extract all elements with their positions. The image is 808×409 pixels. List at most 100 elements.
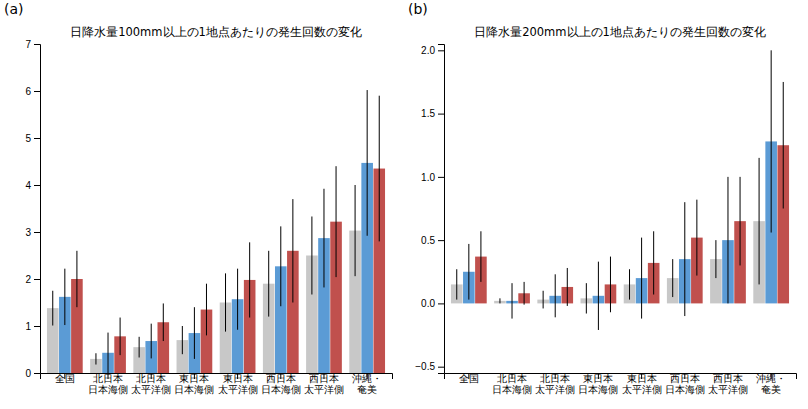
x-tick-label-line: 太平洋側 <box>131 384 171 395</box>
y-tick-label: 7 <box>25 39 31 50</box>
x-tick: 東日本太平洋側 <box>218 373 258 395</box>
error-bar <box>499 298 500 303</box>
error-bar <box>598 262 599 330</box>
error-bar <box>629 269 630 299</box>
x-tick-label: 北日本太平洋側 <box>131 373 171 395</box>
x-tick-label-line: 西日本 <box>670 373 700 384</box>
error-bar <box>206 284 207 336</box>
error-bar <box>280 226 281 306</box>
x-tick-label-line: 全国 <box>459 373 479 384</box>
x-tick: 沖縄・奄美 <box>756 373 786 395</box>
y-tick: 2.0 <box>421 45 444 56</box>
x-tick-label-line: 西日本 <box>309 373 339 384</box>
error-bar <box>684 202 685 316</box>
y-tick: 0.5 <box>421 235 444 246</box>
error-bar <box>182 326 183 354</box>
x-tick: 全国 <box>459 373 479 384</box>
y-tick-mark <box>438 367 444 368</box>
x-tick-label-line: 奄美 <box>761 384 781 395</box>
y-tick-label: 2 <box>25 274 31 285</box>
x-axis: 全国北日本日本海側北日本太平洋側東日本日本海側東日本太平洋側西日本日本海側西日本… <box>445 373 797 395</box>
x-tick-label-line: 東日本 <box>583 373 613 384</box>
y-tick-label: 1.0 <box>421 172 435 183</box>
x-tick: 西日本太平洋側 <box>708 373 748 395</box>
y-tick-label: −0.5 <box>415 361 435 372</box>
x-tick-label-line: 西日本 <box>266 373 296 384</box>
title: 日降水量200mm以上の1地点あたりの発生回数の変化 <box>474 25 766 39</box>
y-tick-mark <box>438 177 444 178</box>
x-tick-label-line: 太平洋側 <box>622 384 662 395</box>
error-bar <box>379 96 380 242</box>
error-bar <box>64 269 65 325</box>
y-tick-label: 3 <box>25 227 31 238</box>
x-tick-label-line: 日本海側 <box>492 384 532 395</box>
y-tick-mark <box>438 240 444 241</box>
error-bar <box>715 240 716 278</box>
error-bar <box>76 251 77 307</box>
y-axis-line <box>438 45 445 374</box>
x-tick-label: 北日本日本海側 <box>492 373 532 395</box>
error-bar <box>355 185 356 276</box>
error-bar <box>641 238 642 319</box>
x-tick-label: 全国 <box>55 373 75 384</box>
plot-area <box>47 90 385 373</box>
error-bar <box>524 282 525 305</box>
error-bar <box>555 274 556 317</box>
error-bar <box>696 200 697 276</box>
bar-series <box>475 82 789 312</box>
x-tick: 西日本日本海側 <box>665 373 705 395</box>
error-bar <box>586 283 587 313</box>
error-bar <box>727 177 728 304</box>
error-bar <box>672 259 673 297</box>
y-tick: 7 <box>25 39 40 50</box>
y-tick: 6 <box>25 86 40 97</box>
error-bar <box>163 303 164 341</box>
y-tick-label: 0.0 <box>421 298 435 309</box>
x-axis: 全国北日本日本海側北日本太平洋側東日本日本海側東日本太平洋側西日本日本海側西日本… <box>41 373 393 395</box>
y-tick-label: 2.0 <box>421 45 435 56</box>
y-tick: 5 <box>25 133 40 144</box>
x-tick-label: 沖縄・奄美 <box>352 373 382 395</box>
error-bar <box>468 244 469 300</box>
y-axis: −0.50.00.51.01.52.0 <box>415 45 444 374</box>
error-bar <box>292 199 293 302</box>
x-tick-label-line: 日本海側 <box>174 384 214 395</box>
error-bar <box>740 177 741 266</box>
x-tick: 北日本日本海側 <box>492 373 532 395</box>
x-tick-label: 東日本日本海側 <box>174 373 214 395</box>
error-bar <box>151 324 152 359</box>
panel: 01234567全国北日本日本海側北日本太平洋側東日本日本海側東日本太平洋側西日… <box>4 1 393 395</box>
x-tick-label-line: 太平洋側 <box>218 384 258 395</box>
error-bar <box>610 257 611 313</box>
y-tick: 1.0 <box>421 172 444 183</box>
x-tick-label-line: 東日本 <box>627 373 657 384</box>
panel: −0.50.00.51.01.52.0全国北日本日本海側北日本太平洋側東日本日本… <box>408 1 797 395</box>
error-bar <box>367 90 368 236</box>
x-tick-label-line: 北日本 <box>540 373 570 384</box>
x-tick-label-line: 太平洋側 <box>304 384 344 395</box>
error-bar <box>311 216 312 294</box>
error-bar <box>783 82 784 209</box>
panel-label: (a) <box>4 1 24 17</box>
x-tick-label-line: 奄美 <box>357 384 377 395</box>
y-tick-mark <box>34 279 40 280</box>
y-tick-label: 4 <box>25 180 31 191</box>
x-tick-label: 東日本日本海側 <box>578 373 618 395</box>
y-tick-mark <box>34 326 40 327</box>
x-tick: 東日本日本海側 <box>174 373 214 395</box>
x-tick: 東日本太平洋側 <box>622 373 662 395</box>
error-bar <box>249 242 250 317</box>
x-tick-label-line: 東日本 <box>223 373 253 384</box>
x-tick: 西日本日本海側 <box>261 373 301 395</box>
x-tick-label-line: 北日本 <box>136 373 166 384</box>
x-tick-label-line: 日本海側 <box>665 384 705 395</box>
y-axis: 01234567 <box>25 39 40 379</box>
x-tick-label: 西日本太平洋側 <box>304 373 344 395</box>
x-tick-label-line: 日本海側 <box>261 384 301 395</box>
x-tick-label: 沖縄・奄美 <box>756 373 786 395</box>
error-bar <box>512 283 513 318</box>
error-bar <box>108 333 109 373</box>
x-tick-label: 全国 <box>459 373 479 384</box>
x-tick-label-line: 沖縄・ <box>352 373 382 384</box>
y-tick-mark <box>34 44 40 45</box>
